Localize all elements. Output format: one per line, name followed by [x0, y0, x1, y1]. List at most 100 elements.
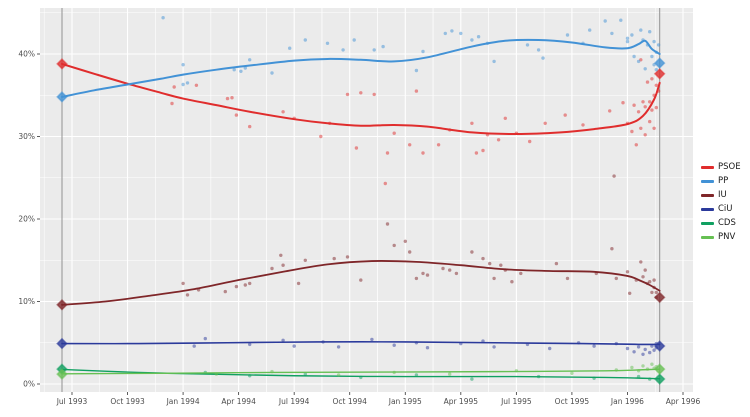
poll-point — [248, 342, 252, 347]
poll-point — [448, 268, 452, 272]
legend-swatch-pp — [701, 180, 714, 183]
poll-point — [370, 337, 374, 342]
poll-point — [385, 151, 390, 155]
poll-point — [603, 19, 607, 23]
poll-point — [619, 18, 623, 22]
poll-point — [654, 83, 658, 88]
poll-point — [281, 263, 285, 267]
series-psoe — [56, 58, 666, 186]
chart-legend: PSOE PP IU CiU CDS PNV — [701, 162, 741, 243]
poll-point — [474, 151, 479, 155]
poll-point — [232, 68, 236, 72]
poll-point — [492, 59, 496, 64]
x-tick-label: Oct 1995 — [555, 397, 590, 406]
poll-point — [641, 364, 645, 368]
poll-point — [385, 222, 390, 226]
poll-point — [223, 289, 227, 294]
poll-point — [654, 290, 658, 295]
poll-point — [414, 89, 419, 93]
legend-swatch-iu — [701, 194, 714, 197]
poll-point — [650, 108, 654, 112]
poll-point — [643, 67, 647, 71]
poll-point — [288, 46, 292, 50]
legend-label: PNV — [718, 232, 736, 242]
x-tick-label: Apr 1995 — [444, 397, 479, 406]
poll-point — [441, 266, 445, 271]
election-result-diamond — [653, 57, 666, 69]
poll-point — [414, 276, 419, 281]
poll-point — [643, 105, 647, 109]
poll-point — [292, 344, 296, 348]
legend-swatch-pnv — [701, 236, 714, 239]
poll-point — [270, 266, 274, 271]
poll-point — [352, 38, 356, 42]
poll-point — [425, 346, 430, 350]
poll-point — [170, 101, 174, 106]
legend-item-pp: PP — [701, 176, 741, 187]
poll-point — [592, 344, 596, 348]
election-result-diamond — [56, 368, 68, 380]
legend-label: CiU — [718, 204, 733, 214]
poll-point — [372, 92, 376, 97]
poll-point — [625, 36, 630, 40]
legend-item-cds: CDS — [701, 218, 741, 229]
poll-point — [459, 31, 463, 36]
poll-point — [243, 283, 247, 287]
poll-point — [641, 352, 645, 356]
x-tick-label: Jan 1994 — [166, 397, 200, 406]
poll-point — [563, 113, 567, 117]
poll-point — [612, 174, 616, 178]
poll-point — [383, 181, 387, 186]
poll-point — [630, 129, 634, 134]
x-tick-label: Oct 1994 — [332, 397, 367, 406]
poll-point — [408, 250, 412, 254]
poll-point — [345, 92, 350, 97]
x-tick-label: Jan 1996 — [610, 397, 644, 406]
legend-item-iu: IU — [701, 190, 741, 201]
poll-point — [652, 39, 656, 44]
legend-swatch-ciu — [701, 208, 714, 211]
poll-point — [536, 48, 541, 52]
poll-point — [470, 377, 474, 381]
poll-point — [181, 62, 185, 67]
poll-point — [528, 139, 532, 144]
poll-point — [656, 43, 661, 47]
election-result-diamond — [56, 337, 68, 350]
poll-point — [336, 345, 341, 349]
election-result-diamond — [653, 363, 666, 376]
x-tick-label: Jan 1995 — [388, 397, 422, 406]
poll-point — [470, 121, 474, 126]
poll-point — [581, 123, 585, 127]
poll-point — [359, 278, 363, 282]
poll-point — [632, 350, 636, 354]
poll-point — [650, 77, 654, 81]
poll-point — [421, 49, 425, 54]
poll-point — [554, 261, 559, 266]
legend-label: CDS — [718, 218, 736, 228]
poll-point — [543, 121, 547, 126]
legend-label: PSOE — [718, 162, 741, 172]
poll-point — [279, 253, 283, 257]
legend-label: PP — [718, 176, 729, 186]
poll-point — [519, 271, 523, 276]
poll-point — [185, 293, 190, 297]
poll-point — [248, 281, 252, 286]
poll-point — [634, 143, 638, 147]
trend-line — [61, 260, 661, 306]
poll-point — [510, 280, 514, 284]
poll-point — [225, 96, 230, 101]
poll-point — [303, 372, 307, 376]
poll-point — [181, 281, 185, 286]
poll-point — [392, 343, 396, 347]
poll-point — [359, 91, 363, 95]
poll-point — [372, 48, 376, 52]
poll-point — [496, 138, 501, 142]
poll-point — [636, 345, 641, 349]
poll-point — [172, 85, 176, 89]
poll-point — [303, 38, 307, 42]
poll-point — [625, 39, 630, 44]
poll-point — [303, 258, 307, 262]
poll-point — [643, 347, 647, 352]
poll-point — [632, 103, 636, 107]
